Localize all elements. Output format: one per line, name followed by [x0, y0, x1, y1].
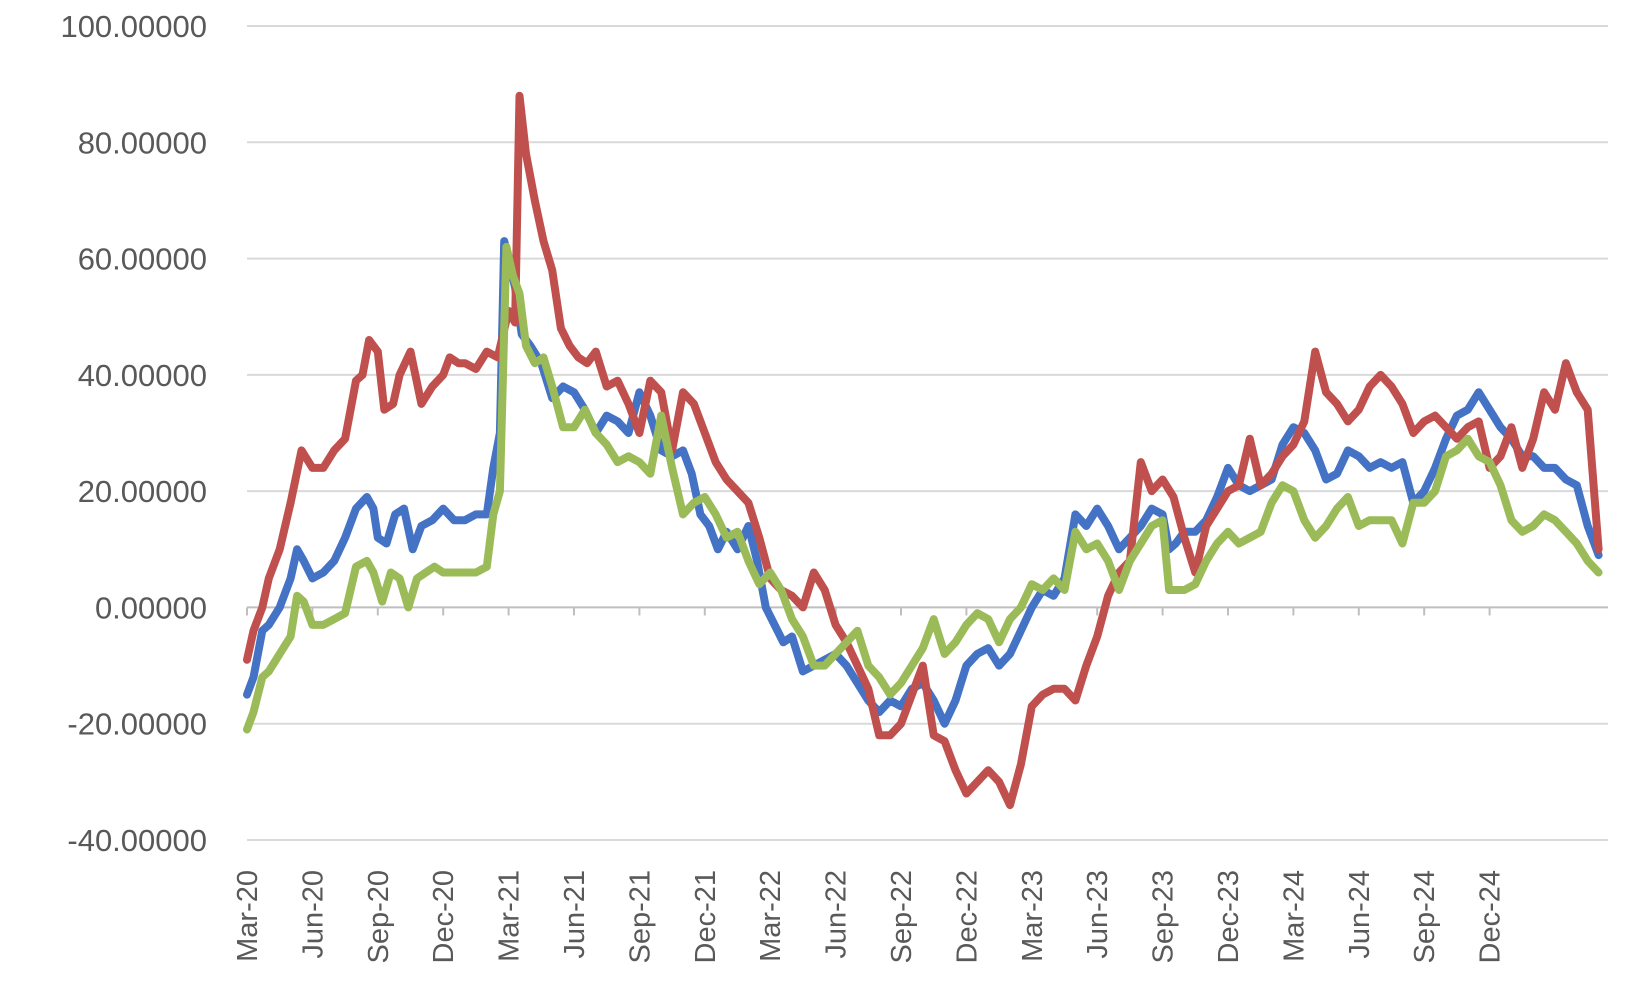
x-tick-label-7: Dec-21 — [690, 870, 722, 964]
x-tick-label-4: Mar-21 — [494, 870, 526, 962]
series-lines — [243, 91, 1603, 810]
x-tick-label-3: Dec-20 — [428, 870, 460, 964]
x-tick-label-8: Mar-22 — [755, 870, 787, 962]
x-tick-label-5: Jun-21 — [559, 870, 591, 959]
series-line-2 — [243, 242, 1603, 734]
series-line-1 — [243, 91, 1603, 810]
x-axis-tick-labels: Mar-20 Jun-20 Sep-20 Dec-20 Mar-21 Jun-21 Sep-… — [232, 607, 1507, 964]
y-tick-label-5: 0.00000 — [95, 590, 207, 625]
y-tick-label-3: 40.00000 — [78, 358, 207, 393]
x-tick-label-16: Mar-24 — [1278, 870, 1310, 962]
y-tick-label-4: 20.00000 — [78, 474, 207, 509]
x-tick-label-10: Sep-22 — [886, 870, 918, 964]
x-tick-label-13: Jun-23 — [1082, 870, 1114, 959]
y-tick-label-7: -40.00000 — [67, 823, 207, 858]
x-tick-label-17: Jun-24 — [1344, 870, 1376, 959]
x-tick-label-11: Dec-22 — [951, 870, 983, 964]
x-tick-label-2: Sep-20 — [363, 870, 395, 964]
x-tick-label-15: Dec-23 — [1213, 870, 1245, 964]
x-tick-label-1: Jun-20 — [297, 870, 329, 959]
x-tick-label-12: Mar-23 — [1017, 870, 1049, 962]
y-tick-label-2: 60.00000 — [78, 242, 207, 277]
x-tick-label-0: Mar-20 — [232, 870, 264, 962]
y-axis-tick-labels: 100.00000 80.00000 60.00000 40.00000 20.0000… — [60, 9, 207, 858]
grid-lines — [247, 25, 1608, 841]
y-tick-label-0: 100.00000 — [60, 9, 207, 44]
x-tick-label-14: Sep-23 — [1148, 870, 1180, 964]
x-tick-label-6: Sep-21 — [624, 870, 656, 964]
y-tick-label-6: -20.00000 — [67, 707, 207, 742]
x-tick-label-9: Jun-22 — [821, 870, 853, 959]
y-tick-label-1: 80.00000 — [78, 125, 207, 160]
x-tick-label-18: Sep-24 — [1409, 870, 1441, 964]
series-line-0 — [243, 237, 1603, 728]
x-tick-label-19: Dec-24 — [1475, 870, 1507, 964]
